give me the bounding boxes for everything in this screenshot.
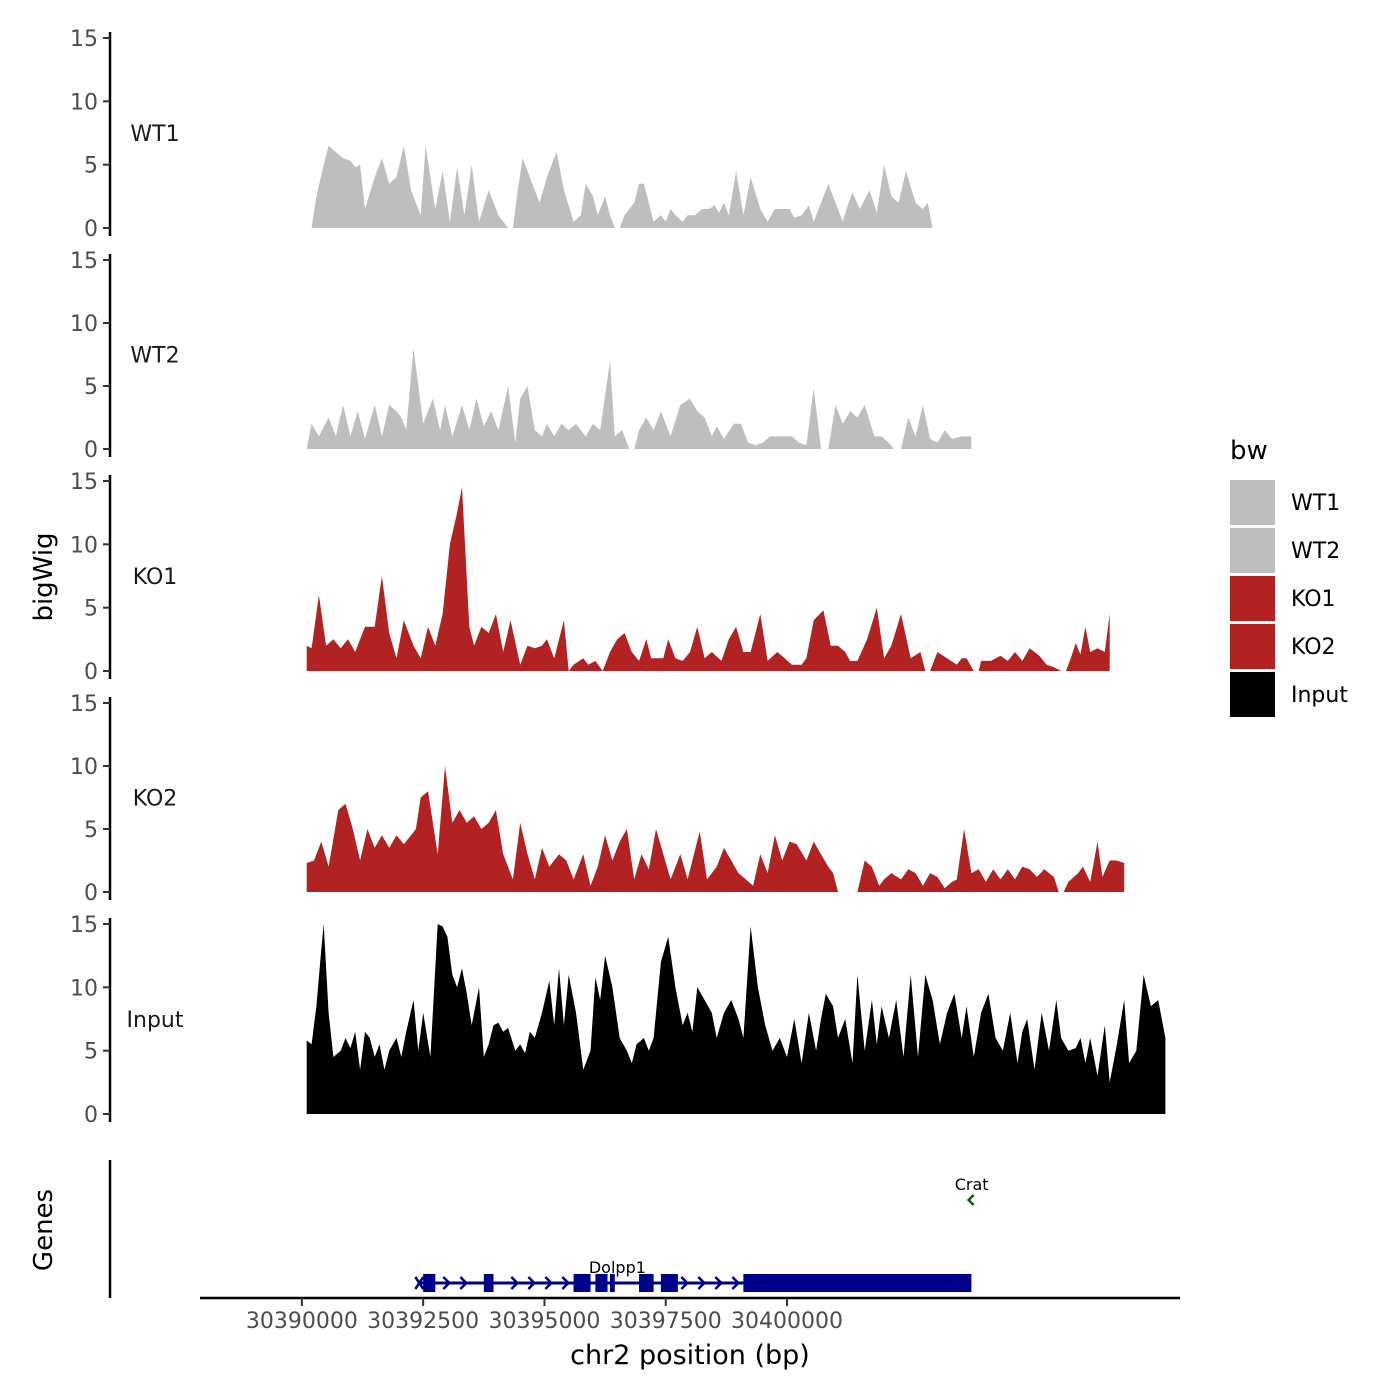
- gene-dolpp1-exon: [660, 1274, 678, 1292]
- track-ko2-y-tick-label: 5: [84, 818, 98, 843]
- gene-dolpp1-exon: [595, 1274, 608, 1292]
- gene-dolpp1-strand-arrow: [442, 1276, 452, 1290]
- track-wt1-area: [311, 145, 933, 228]
- track-wt1-y-tick-label: 5: [84, 154, 98, 179]
- track-ko2-area: [306, 766, 1125, 892]
- track-ko2-y-tick-label: 15: [70, 692, 98, 717]
- track-input: 0 5 10 15 Input: [70, 913, 1166, 1128]
- gene-dolpp1-exon: [423, 1274, 436, 1292]
- track-input-label: Input: [127, 1008, 184, 1033]
- legend-swatch-ko2: [1230, 624, 1275, 669]
- track-wt1-label: WT1: [130, 122, 179, 147]
- legend-swatch-wt1: [1230, 480, 1275, 525]
- track-wt1: 0 5 10 15 WT1: [70, 27, 933, 242]
- legend: bw WT1 WT2 KO1 KO2 Input: [1230, 436, 1348, 717]
- y-axis-title: bigWig: [29, 532, 59, 621]
- track-input-y-tick-label: 5: [84, 1040, 98, 1065]
- track-ko1-y-tick-label: 0: [84, 660, 98, 685]
- track-ko1-y-tick-label: 15: [70, 470, 98, 495]
- track-wt2: 0 5 10 15 WT2: [70, 249, 972, 463]
- gene-dolpp1-strand-arrow: [680, 1276, 690, 1290]
- gene-dolpp1-exon: [573, 1274, 591, 1292]
- gene-dolpp1-strand-arrow: [510, 1276, 520, 1290]
- track-ko1-y-tick-label: 10: [70, 533, 98, 558]
- track-ko1: 0 5 10 15 KO1: [70, 470, 1110, 685]
- gene-dolpp1-strand-arrow: [527, 1276, 537, 1290]
- track-wt2-y-tick-label: 0: [84, 438, 98, 463]
- track-ko2-label: KO2: [133, 787, 178, 812]
- track-ko2: 0 5 10 15 KO2: [70, 692, 1125, 906]
- x-axis-tick-label: 30397500: [610, 1309, 722, 1334]
- gene-crat-strand-arrow: [966, 1194, 975, 1206]
- track-wt2-area: [306, 348, 972, 449]
- track-ko2-y-tick-label: 0: [84, 881, 98, 906]
- track-input-area: [306, 924, 1166, 1114]
- gene-dolpp1-label: Dolpp1: [589, 1258, 646, 1277]
- gene-crat-label: Crat: [955, 1175, 989, 1194]
- track-ko2-y-tick-label: 10: [70, 755, 98, 780]
- track-wt2-label: WT2: [130, 344, 179, 369]
- gene-dolpp1-exon: [743, 1274, 972, 1292]
- gene-dolpp1-strand-arrow: [561, 1276, 571, 1290]
- genes-panel: Dolpp1 Crat: [108, 1160, 989, 1298]
- legend-label-ko2: KO2: [1291, 635, 1336, 660]
- legend-swatch-ko1: [1230, 576, 1275, 621]
- x-axis-title: chr2 position (bp): [570, 1340, 810, 1371]
- legend-label-input: Input: [1291, 683, 1348, 708]
- track-ko1-y-tick-label: 5: [84, 597, 98, 622]
- legend-swatch-wt2: [1230, 528, 1275, 573]
- gene-dolpp1-exon: [639, 1274, 654, 1292]
- gene-dolpp1: Dolpp1: [414, 1258, 972, 1292]
- gene-dolpp1-start-mark: [414, 1276, 425, 1290]
- gene-dolpp1-strand-arrow: [714, 1276, 724, 1290]
- legend-label-ko1: KO1: [1291, 587, 1336, 612]
- gene-dolpp1-strand-arrow: [697, 1276, 707, 1290]
- gene-dolpp1-exon: [609, 1274, 615, 1292]
- x-axis-tick-label: 30392500: [367, 1309, 479, 1334]
- track-ko1-label: KO1: [133, 565, 178, 590]
- track-wt2-y-tick-label: 15: [70, 249, 98, 274]
- track-input-y-tick-label: 15: [70, 913, 98, 938]
- coverage-tracks: 0 5 10 15 WT1 0 5 10 15 WT2 0 5 10 15 KO1 0 5 10 15 KO2 0 5 10…: [70, 27, 1166, 1128]
- gene-dolpp1-exon: [483, 1274, 494, 1292]
- track-wt1-y-tick-label: 0: [84, 217, 98, 242]
- genes-axis-title: Genes: [29, 1189, 59, 1271]
- track-input-y-tick-label: 0: [84, 1103, 98, 1128]
- gene-dolpp1-strand-arrow: [459, 1276, 469, 1290]
- gene-crat: Crat: [955, 1175, 989, 1206]
- x-axis-tick-label: 30390000: [246, 1309, 358, 1334]
- track-wt2-y-tick-label: 10: [70, 312, 98, 337]
- x-axis-tick-label: 30400000: [731, 1309, 843, 1334]
- track-wt1-y-tick-label: 10: [70, 90, 98, 115]
- track-ko1-area: [306, 487, 1110, 671]
- legend-swatch-input: [1230, 672, 1275, 717]
- track-input-y-tick-label: 10: [70, 976, 98, 1001]
- x-axis: 30390000 30392500 30395000 30397500 30400000: [200, 1296, 1180, 1334]
- legend-title: bw: [1230, 436, 1268, 466]
- gene-dolpp1-strand-arrow: [544, 1276, 554, 1290]
- track-wt2-y-tick-label: 5: [84, 375, 98, 400]
- x-axis-tick-label: 30395000: [488, 1309, 600, 1334]
- track-wt1-y-tick-label: 15: [70, 27, 98, 52]
- legend-label-wt1: WT1: [1291, 491, 1340, 516]
- gene-dolpp1-strand-arrow: [731, 1276, 741, 1290]
- legend-label-wt2: WT2: [1291, 539, 1340, 564]
